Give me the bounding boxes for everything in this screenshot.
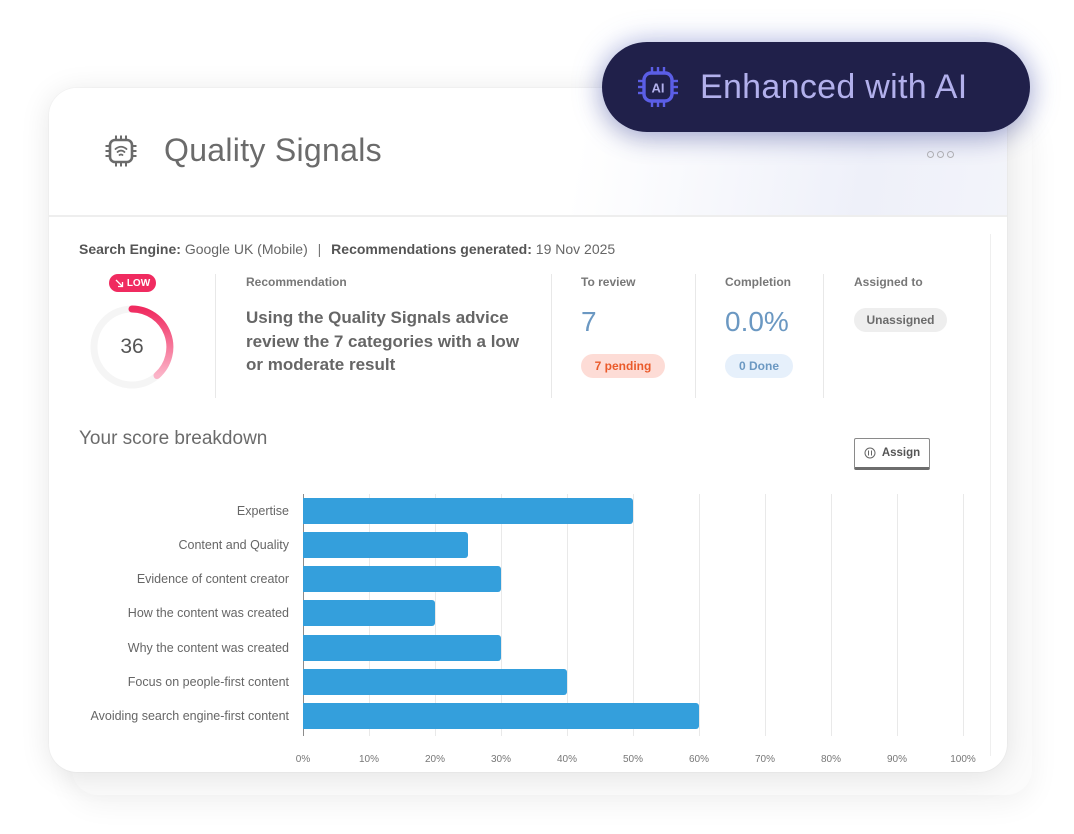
page-title: Quality Signals (164, 132, 382, 168)
bar-avoiding-search-engine-first[interactable] (303, 703, 699, 729)
ai-chip-icon: AI (638, 67, 678, 107)
dot (937, 151, 944, 158)
assignee-badge: Unassigned (854, 308, 947, 332)
y-label: How the content was created (127, 606, 289, 620)
divider (551, 274, 552, 398)
more-horizontal-icon (927, 151, 934, 158)
divider (215, 274, 216, 398)
gridline (765, 494, 766, 736)
divider (990, 234, 991, 756)
x-tick-label: 40% (556, 754, 578, 765)
x-tick-label: 80% (820, 754, 842, 765)
y-label: Why the content was created (127, 641, 289, 655)
done-badge: 0 Done (725, 354, 793, 378)
bar-why-content-created[interactable] (303, 635, 501, 661)
assign-button-label: Assign (881, 447, 921, 459)
score-breakdown-chart: Expertise Content and Quality Evidence o… (49, 488, 1007, 772)
meta-line: Search Engine: Google UK (Mobile) | Reco… (79, 241, 615, 257)
x-tick-label: 30% (490, 754, 512, 765)
score-status-badge: LOW (109, 274, 156, 292)
search-engine-value: Google UK (Mobile) (184, 241, 308, 257)
recommendation-label: Recommendation (246, 275, 347, 289)
x-tick-label: 50% (622, 754, 644, 765)
svg-text:AI: AI (652, 81, 665, 96)
assigned-label: Assigned to (854, 275, 923, 289)
divider (823, 274, 824, 398)
more-options-button[interactable] (927, 151, 954, 158)
bar-focus-people-first[interactable] (303, 669, 567, 695)
gridline (567, 494, 568, 736)
generated-value: 19 Nov 2025 (535, 241, 616, 257)
ai-badge-label: Enhanced with AI (700, 67, 968, 106)
x-tick-label: 60% (688, 754, 710, 765)
divider (695, 274, 696, 398)
y-label: Expertise (236, 504, 289, 518)
quality-signals-card: Quality Signals Search Engine: Google UK… (49, 88, 1007, 772)
enhanced-with-ai-badge: AI Enhanced with AI (602, 42, 1030, 132)
breakdown-title: Your score breakdown (79, 428, 268, 449)
gridline (699, 494, 700, 736)
x-tick-label: 0% (295, 754, 311, 765)
completion-label: Completion (725, 275, 791, 289)
gridline (831, 494, 832, 736)
x-tick-label: 20% (424, 754, 446, 765)
x-tick-label: 10% (358, 754, 380, 765)
y-label: Avoiding search engine-first content (90, 709, 290, 723)
users-icon (864, 447, 876, 459)
x-tick-label: 90% (886, 754, 908, 765)
gridline (435, 494, 436, 736)
search-engine-label: Search Engine: (79, 241, 181, 257)
x-tick-label: 100% (950, 754, 976, 765)
y-label: Content and Quality (178, 538, 290, 552)
y-label: Evidence of content creator (136, 572, 289, 586)
to-review-value: 7 (581, 306, 597, 337)
gridline (963, 494, 964, 736)
score-value: 36 (120, 335, 144, 358)
gridline (501, 494, 502, 736)
score-gauge (90, 305, 174, 389)
bar-evidence-of-content-creator[interactable] (303, 566, 501, 592)
bar-expertise[interactable] (303, 498, 633, 524)
assign-button[interactable]: Assign (854, 438, 930, 470)
badge-label: LOW (126, 277, 151, 289)
to-review-label: To review (581, 275, 636, 289)
generated-label: Recommendations generated: (331, 241, 532, 257)
chart-plot-area: 0% 10% 20% 30% 40% 50% 60% 70% 80% 90% 100% (296, 494, 976, 765)
trend-down-icon (115, 279, 123, 287)
y-label: Focus on people-first content (127, 675, 289, 689)
x-tick-label: 70% (754, 754, 776, 765)
completion-value: 0.0% (725, 306, 789, 337)
chip-wifi-icon (105, 135, 137, 167)
gridline (897, 494, 898, 736)
bar-content-and-quality[interactable] (303, 532, 468, 558)
gridline (633, 494, 634, 736)
separator: | (317, 241, 322, 257)
recommendation-text: Using the Quality Signals advice review … (246, 308, 520, 374)
stats-row: LOW 36 Recommendation Using the Quality … (79, 274, 979, 470)
pending-badge: 7 pending (581, 354, 665, 378)
bar-how-content-created[interactable] (303, 600, 435, 626)
dot (947, 151, 954, 158)
